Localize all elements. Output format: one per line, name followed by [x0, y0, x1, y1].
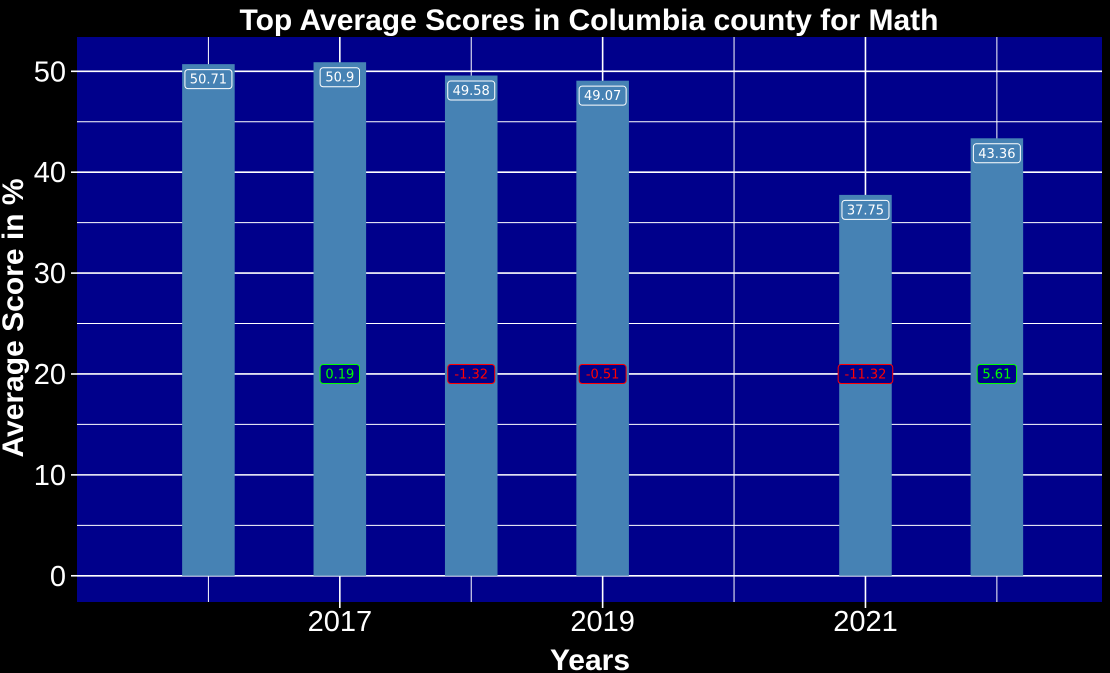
value-label: 50.71	[190, 73, 227, 88]
value-label-group: 37.75	[841, 199, 890, 220]
change-label-group: -0.51	[578, 363, 627, 384]
bar	[182, 64, 235, 576]
value-label-box	[319, 67, 361, 88]
data-labels: 50.71 50.9 0.19 49.58 -1.32 49.07 -0.51 37.75 -1…	[184, 67, 1021, 384]
chart-title: Top Average Scores in Columbia county fo…	[240, 4, 939, 37]
value-label-group: 50.71	[184, 69, 233, 90]
value-label-box	[841, 199, 890, 220]
value-label-group: 50.9	[319, 67, 361, 88]
change-label-group: 0.19	[319, 363, 361, 384]
change-label-box	[447, 363, 496, 384]
change-label-group: 5.61	[976, 363, 1018, 384]
x-tick-label: 2017	[308, 606, 373, 638]
change-label: 0.19	[325, 367, 354, 382]
value-label: 49.07	[584, 89, 621, 104]
x-axis-title: Years	[550, 644, 630, 673]
change-label-group: -1.32	[447, 363, 496, 384]
value-label-box	[578, 85, 627, 106]
change-label-group: -11.32	[837, 363, 894, 384]
value-label-box	[447, 80, 496, 101]
value-label-group: 43.36	[972, 143, 1021, 164]
x-tick-label: 2021	[833, 606, 898, 638]
change-label: -11.32	[845, 367, 887, 382]
value-label-group: 49.58	[447, 80, 496, 101]
y-tick-label: 10	[34, 460, 66, 492]
y-tick-label: 50	[34, 56, 66, 88]
value-label-box	[972, 143, 1021, 164]
change-label-box	[976, 363, 1018, 384]
axis-ticks: 0 10 20 30 40 50 2017 2019 2021	[34, 56, 898, 638]
change-label-box	[578, 363, 627, 384]
change-label-box	[837, 363, 894, 384]
change-label: -0.51	[586, 367, 620, 382]
y-tick-label: 30	[34, 258, 66, 290]
value-label: 50.9	[325, 71, 354, 86]
y-tick-label: 20	[34, 359, 66, 391]
value-label: 37.75	[847, 203, 884, 218]
change-label: 5.61	[982, 367, 1011, 382]
value-label-box	[184, 69, 233, 90]
bar	[839, 194, 892, 576]
y-axis-title: Average Score in %	[0, 178, 30, 457]
bars	[182, 62, 1024, 576]
x-tick-label: 2019	[570, 606, 635, 638]
y-tick-label: 40	[34, 157, 66, 189]
change-label: -1.32	[454, 367, 488, 382]
value-label-group: 49.07	[578, 85, 627, 106]
change-label-box	[319, 363, 361, 384]
bar	[313, 62, 367, 576]
y-tick-label: 0	[50, 561, 66, 593]
value-label: 43.36	[978, 147, 1015, 162]
bar	[576, 80, 629, 576]
bar	[970, 138, 1024, 576]
value-label: 49.58	[453, 84, 490, 99]
bar	[444, 75, 498, 576]
